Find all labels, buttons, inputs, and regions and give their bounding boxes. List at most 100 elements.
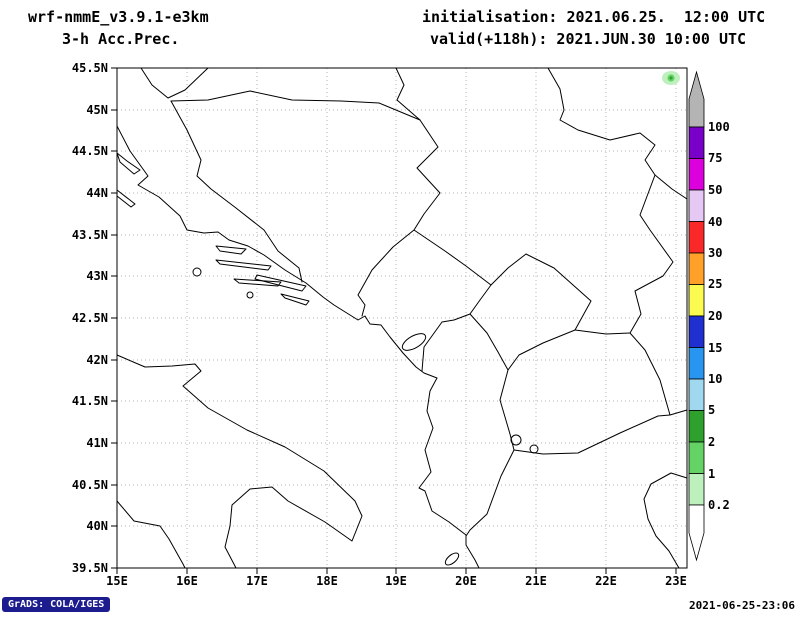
border-macedonia-greece: [513, 414, 671, 455]
colorbar-segment: [688, 473, 705, 506]
border-croatia-serbia: [395, 67, 421, 121]
border-montenegro-kosovo: [469, 284, 492, 315]
colorbar-labels: 100 75 50 40 30 25 20 15 10 5 2 1 0.2: [708, 120, 730, 512]
x-axis-label: 21E: [525, 574, 547, 588]
graticule-grid: [117, 68, 687, 568]
colorbar-segment: [688, 189, 705, 222]
island-hvar: [215, 259, 272, 271]
island-vis: [192, 267, 202, 277]
x-axis-labels: 15E 16E 17E 18E 19E 20E 21E 22E 23E: [106, 574, 687, 588]
border-bosnia-east-drina: [413, 119, 441, 231]
border-kosovo-macedonia: [507, 329, 576, 371]
border-bosnia-montenegro: [357, 229, 415, 317]
y-axis-label: 40N: [86, 519, 108, 533]
border-serbia-romania: [547, 67, 656, 176]
island-brac: [215, 245, 247, 255]
border-slovenia-croatia: [140, 67, 209, 99]
border-bulgaria-macedonia: [629, 332, 671, 416]
coastline-greece-aegean: [643, 472, 688, 569]
grads-stamp: GrADS: COLA/IGES: [2, 597, 111, 612]
border-montenegro-serbia: [413, 229, 492, 286]
x-axis-label: 19E: [385, 574, 407, 588]
coastline-east-adriatic: [116, 125, 480, 569]
border-serbia-macedonia: [574, 329, 631, 335]
y-axis-label: 42N: [86, 353, 108, 367]
colorbar-label: 0.2: [708, 498, 730, 512]
border-kosovo-serbia: [490, 253, 592, 331]
y-axis-label: 44.5N: [72, 144, 108, 158]
x-axis-label: 20E: [455, 574, 477, 588]
y-axis-label: 45.5N: [72, 61, 108, 75]
colorbar-segment: [688, 221, 705, 254]
border-albania-greece: [465, 449, 515, 537]
y-axis-label: 43N: [86, 269, 108, 283]
y-axis-labels: 45.5N 45N 44.5N 44N 43.5N 43N 42.5N 42N …: [72, 61, 108, 575]
colorbar-segment: [688, 410, 705, 443]
colorbar-segment: [688, 126, 705, 159]
border-serbia-bulgaria: [629, 174, 674, 334]
colorbar-under-arrow: [688, 504, 705, 562]
y-axis-label: 40.5N: [72, 478, 108, 492]
colorbar-label: 20: [708, 309, 722, 323]
x-axis-label: 16E: [176, 574, 198, 588]
border-bulgaria-greece: [669, 409, 688, 416]
lake-skadar: [401, 333, 427, 351]
colorbar-label: 1: [708, 467, 715, 481]
border-albania-macedonia: [499, 369, 515, 451]
colorbar-segment: [688, 347, 705, 380]
colorbar-label: 2: [708, 435, 715, 449]
lake-prespa: [529, 444, 539, 454]
y-axis-label: 43.5N: [72, 228, 108, 242]
colorbar-segment: [688, 378, 705, 411]
colorbar-label: 5: [708, 403, 715, 417]
border-kosovo-albania: [469, 313, 509, 371]
valid-time: valid(+118h): 2021.JUN.30 10:00 UTC: [430, 30, 747, 48]
colorbar-label: 15: [708, 341, 722, 355]
y-axis-label: 44N: [86, 186, 108, 200]
colorbar-label: 50: [708, 183, 722, 197]
y-axis-label: 41N: [86, 436, 108, 450]
precip-cell: [662, 71, 680, 85]
border-montenegro-albania: [421, 313, 471, 372]
colorbar-over-arrow: [688, 70, 705, 128]
border-bosnia-north-sava: [170, 90, 421, 121]
peninsula-peljesac: [254, 274, 307, 292]
island-pag: [116, 152, 141, 175]
country-borders: [140, 67, 688, 537]
x-axis-label: 18E: [316, 574, 338, 588]
creation-timestamp: 2021-06-25-23:06: [689, 599, 795, 612]
model-title: wrf-nmmE_v3.9.1-e3km: [28, 8, 209, 26]
colorbar-label: 75: [708, 151, 722, 165]
colorbar-segment: [688, 315, 705, 348]
border-romania-bulgaria: [654, 174, 688, 200]
y-axis-label: 39.5N: [72, 561, 108, 575]
x-axis-label: 15E: [106, 574, 128, 588]
colorbar-segment: [688, 252, 705, 285]
x-axis-label: 17E: [246, 574, 268, 588]
colorbar-label: 40: [708, 215, 722, 229]
coastlines: [116, 125, 688, 569]
colorbar: 100 75 50 40 30 25 20 15 10 5 2 1 0.2: [688, 70, 730, 562]
colorbar-segment: [688, 441, 705, 474]
colorbar-segment: [688, 158, 705, 191]
border-bosnia-west: [170, 100, 303, 283]
island-corfu: [444, 552, 460, 566]
island-korcula: [233, 278, 282, 287]
initialisation-time: initialisation: 2021.06.25. 12:00 UTC: [422, 8, 766, 26]
colorbar-label: 10: [708, 372, 722, 386]
colorbar-label: 25: [708, 277, 722, 291]
x-axis-label: 23E: [665, 574, 687, 588]
coastline-italy-tyrrhenian: [116, 500, 186, 569]
colorbar-label: 100: [708, 120, 730, 134]
island-lastovo: [246, 291, 254, 299]
axis-ticks: [111, 67, 677, 574]
y-axis-label: 41.5N: [72, 394, 108, 408]
map-frame: [111, 67, 688, 574]
colorbar-segment: [688, 284, 705, 317]
x-axis-label: 22E: [595, 574, 617, 588]
product-title: 3-h Acc.Prec.: [62, 30, 180, 48]
y-axis-label: 45N: [86, 103, 108, 117]
colorbar-label: 30: [708, 246, 722, 260]
